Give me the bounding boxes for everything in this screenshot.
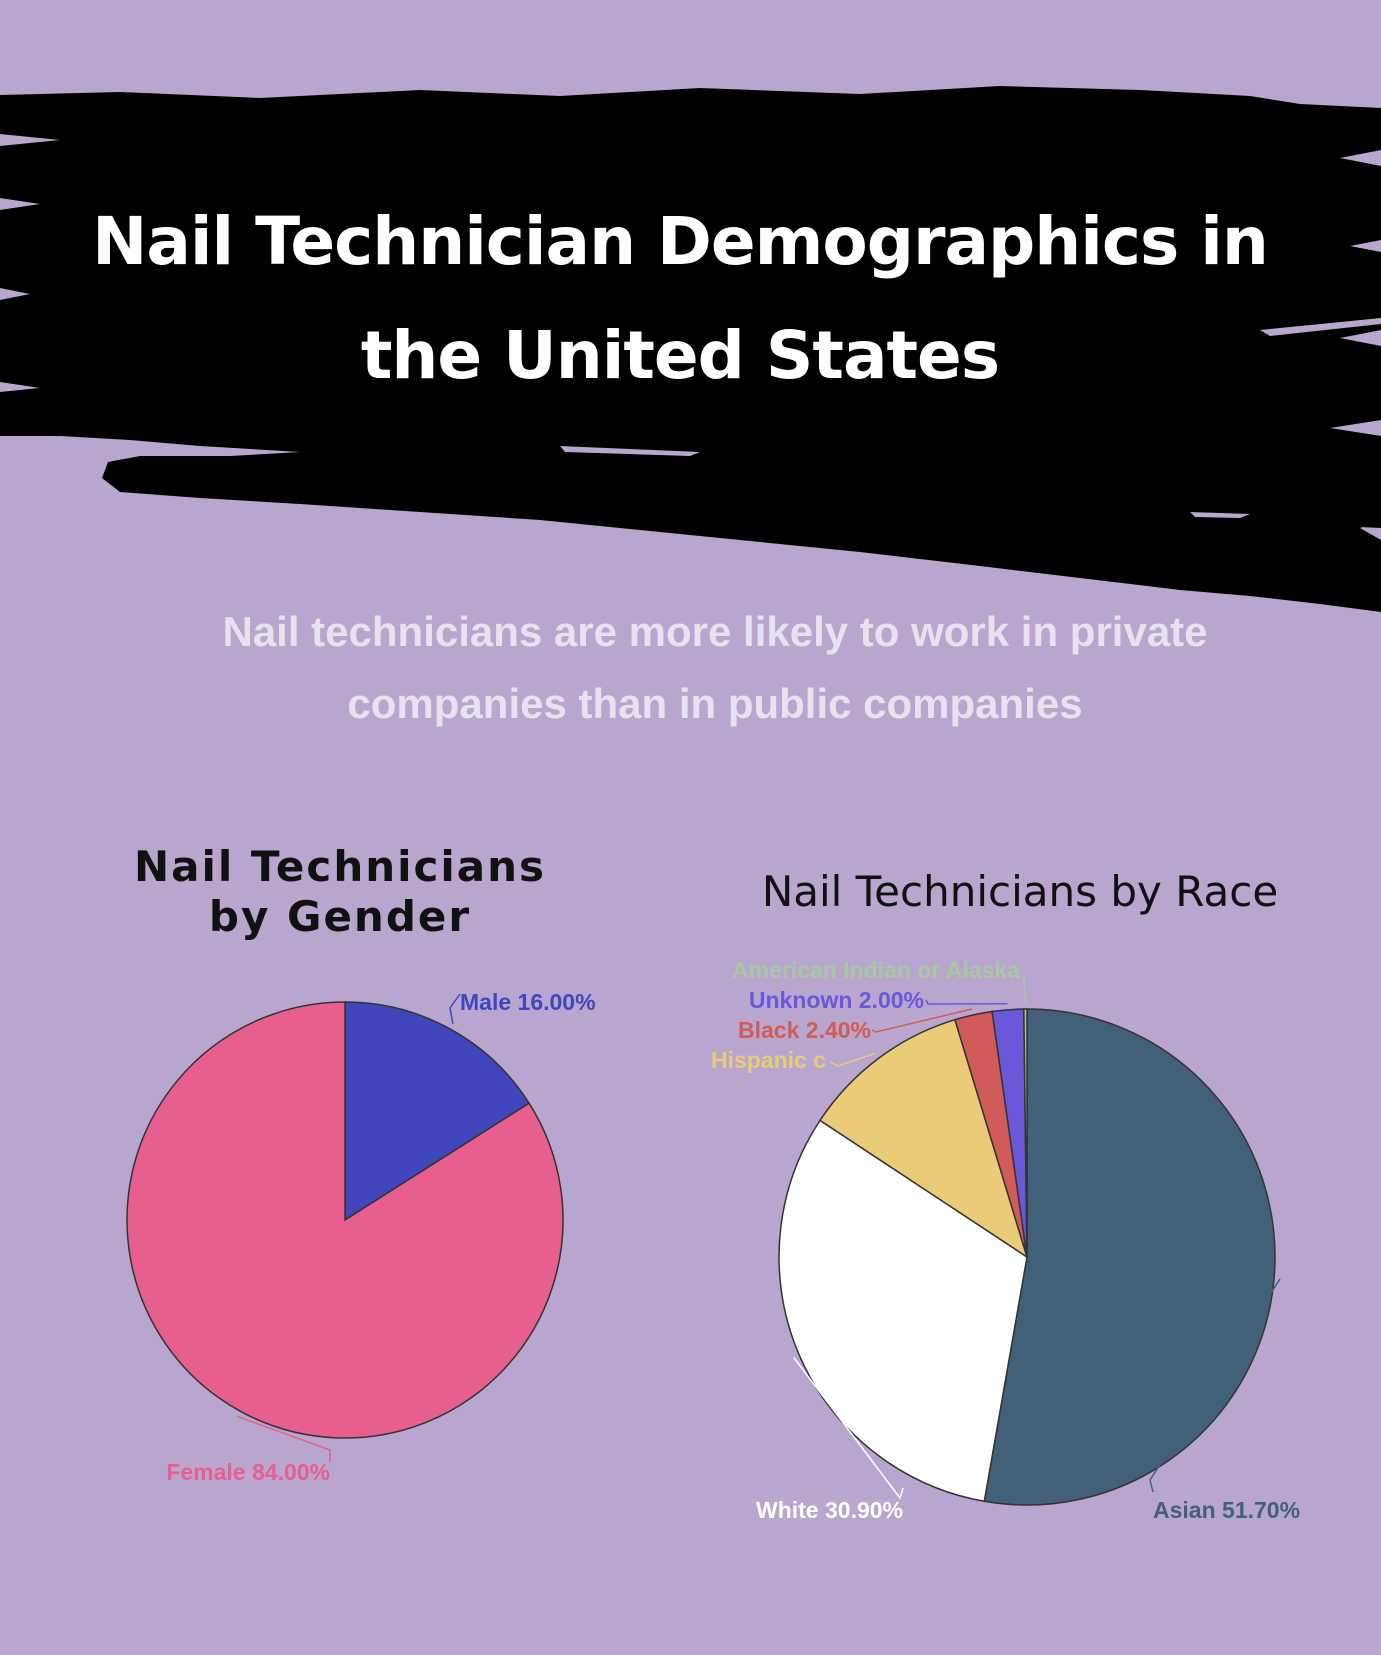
gender-leader-0 [449,993,461,1024]
gender-title-line2: by Gender [208,892,472,941]
gender-slice-1 [126,1001,564,1439]
gender-slice-0 [344,1001,531,1222]
gender-chart-title: Nail Technicians by Gender [120,842,560,942]
race-label-1: White 30.90% [756,1497,903,1523]
race-label-4: Unknown 2.00% [749,987,924,1013]
page-subtitle: Nail technicians are more likely to work… [150,596,1280,740]
brush-stroke-banner [0,86,1381,612]
page-title-line1: Nail Technician Demographics in [92,203,1269,280]
race-label-0: Asian 51.70% [1153,1497,1300,1523]
subtitle-line1: Nail technicians are more likely to work… [222,608,1208,655]
race-slice-0 [983,1008,1276,1506]
race-leader-5 [1023,976,1027,1004]
gender-title-line1: Nail Technicians [133,842,547,891]
gender-label-0: Male 16.00% [460,989,596,1015]
race-leader-0 [1149,1278,1281,1493]
race-leader-2 [829,1052,876,1067]
race-leader-1 [793,1357,904,1500]
race-slice-5 [1023,1008,1028,1258]
race-leader-4 [925,999,1008,1005]
race-chart-title: Nail Technicians by Race [761,867,1279,916]
page-title: Nail Technician Demographics in the Unit… [60,185,1300,413]
gender-label-1: Female 84.00% [166,1459,330,1485]
race-leader-3 [871,1008,973,1033]
race-slice-1 [778,1119,1028,1503]
race-slice-2 [818,1018,1029,1259]
race-label-5: American Indian or Alaska [732,957,1020,983]
race-label-2: Hispanic c [711,1047,826,1073]
gender-leader-1 [236,1415,331,1462]
page-title-line2: the United States [360,317,1000,394]
subtitle-line2: companies than in public companies [347,680,1083,727]
race-label-3: Black 2.40% [738,1017,871,1043]
